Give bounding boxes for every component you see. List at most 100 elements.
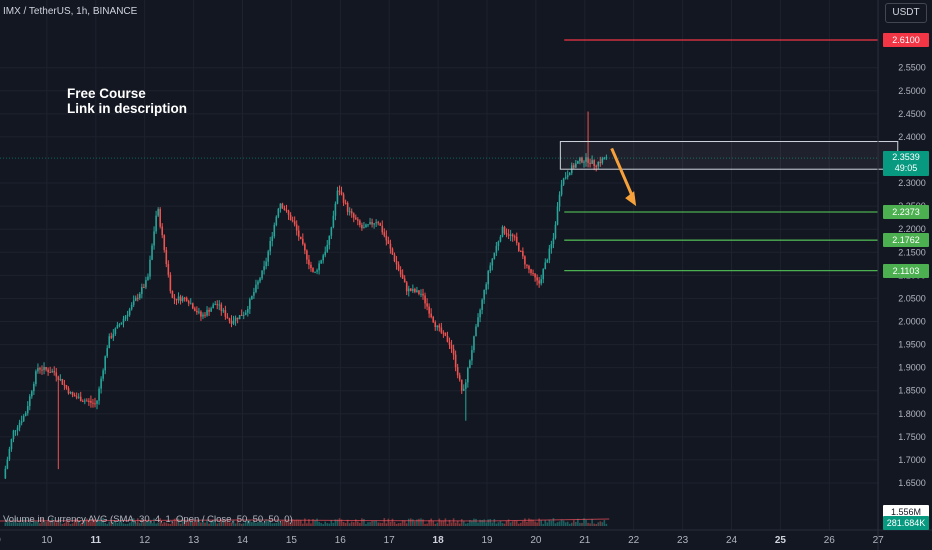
volume-bar: [379, 522, 382, 526]
volume-bar: [316, 518, 318, 526]
candle-body: [381, 225, 384, 233]
volume-bar: [328, 523, 331, 526]
volume-bar: [528, 518, 530, 526]
volume-bar: [577, 518, 579, 526]
volume-bar: [114, 521, 117, 526]
volume-bar: [240, 523, 243, 526]
candle-body: [126, 314, 129, 317]
supply-zone-box[interactable]: [559, 141, 899, 170]
volume-bar: [597, 522, 600, 526]
candle-body: [202, 314, 204, 317]
candle-body: [33, 383, 35, 392]
candle-body: [159, 209, 161, 227]
candle-body: [255, 284, 257, 293]
candle-body: [430, 313, 432, 318]
candle-body: [416, 290, 418, 292]
candle-body: [511, 234, 514, 237]
text-annotation[interactable]: Free Course Link in description: [67, 86, 187, 116]
candle-body: [208, 309, 210, 312]
volume-bar: [295, 519, 298, 526]
annotation-line-2: Link in description: [67, 101, 188, 116]
volume-bar: [293, 520, 296, 526]
candle-body: [12, 430, 15, 440]
candle-body: [118, 324, 121, 326]
candle-body: [530, 269, 532, 273]
volume-bar: [232, 519, 235, 526]
candle-body: [61, 379, 64, 385]
volume-bar: [558, 521, 561, 526]
down-arrow-drawing[interactable]: [610, 147, 637, 207]
candle-body: [412, 289, 414, 291]
volume-bar: [357, 521, 359, 526]
candle-body: [409, 288, 412, 291]
candle-body: [14, 430, 17, 432]
volume-bar: [546, 522, 549, 526]
candle-body: [145, 280, 147, 288]
volume-bar: [212, 521, 214, 526]
candle-body: [552, 238, 555, 244]
volume-bar: [88, 519, 90, 526]
volume-bar: [187, 520, 190, 526]
candle-body: [204, 314, 206, 316]
volume-bar: [499, 520, 502, 526]
volume-indicator-legend[interactable]: Volume in Currency AVG (SMA, 30, 4, 1, O…: [3, 514, 293, 525]
volume-bar: [59, 519, 62, 526]
price-tick-label: 2.5500: [898, 63, 926, 73]
symbol-title[interactable]: IMX / TetherUS, 1h, BINANCE: [3, 6, 138, 17]
candle-body: [332, 215, 335, 228]
candle-body: [22, 415, 25, 422]
volume-bar: [106, 523, 109, 526]
candle-body: [194, 308, 196, 311]
candle-body: [481, 299, 483, 310]
volume-bar: [139, 523, 141, 526]
candle-body: [136, 297, 139, 299]
volume-bar: [153, 518, 155, 526]
candle-body: [220, 304, 223, 311]
volume-bar: [299, 520, 302, 526]
candle-body: [200, 311, 202, 317]
volume-bar: [550, 520, 553, 526]
volume-bar: [595, 523, 598, 526]
volume-bar: [236, 518, 239, 526]
volume-bar: [108, 521, 111, 526]
candle-body: [18, 422, 21, 428]
candle-body: [391, 248, 394, 255]
volume-bar: [100, 519, 102, 526]
volume-bar: [12, 521, 15, 526]
candle-body: [47, 369, 49, 373]
volume-bar: [465, 523, 467, 526]
candle-countdown: 49:05: [894, 163, 918, 174]
currency-button[interactable]: USDT: [885, 3, 927, 23]
candle-body: [293, 221, 296, 225]
volume-bar: [151, 523, 153, 526]
candle-body: [90, 400, 92, 403]
volume-bar: [214, 519, 216, 526]
volume-bar: [77, 521, 80, 526]
volume-bar: [159, 518, 161, 526]
candle-body: [151, 245, 153, 260]
volume-bar: [489, 519, 492, 526]
volume-bar: [322, 523, 324, 526]
candle-body: [196, 310, 198, 313]
candle-body: [218, 304, 221, 306]
candle-body: [20, 421, 23, 423]
volume-bar: [136, 518, 139, 526]
candle-body: [285, 210, 288, 212]
volume-bar: [277, 521, 280, 526]
horizontal-levels[interactable]: [0, 39, 878, 272]
candle-body: [275, 216, 278, 226]
volume-bar: [171, 522, 174, 526]
volume-bar: [230, 522, 233, 526]
volume-bar: [165, 522, 168, 526]
candle-body: [206, 309, 208, 316]
arrow-head: [625, 191, 637, 207]
candle-body: [167, 263, 170, 275]
candle-body: [405, 282, 408, 292]
volume-bar: [33, 520, 35, 526]
volume-bar: [469, 519, 471, 526]
candle-body: [114, 328, 117, 335]
candle-body: [59, 379, 62, 381]
candle-body: [363, 227, 365, 229]
volume-bar: [224, 520, 227, 526]
